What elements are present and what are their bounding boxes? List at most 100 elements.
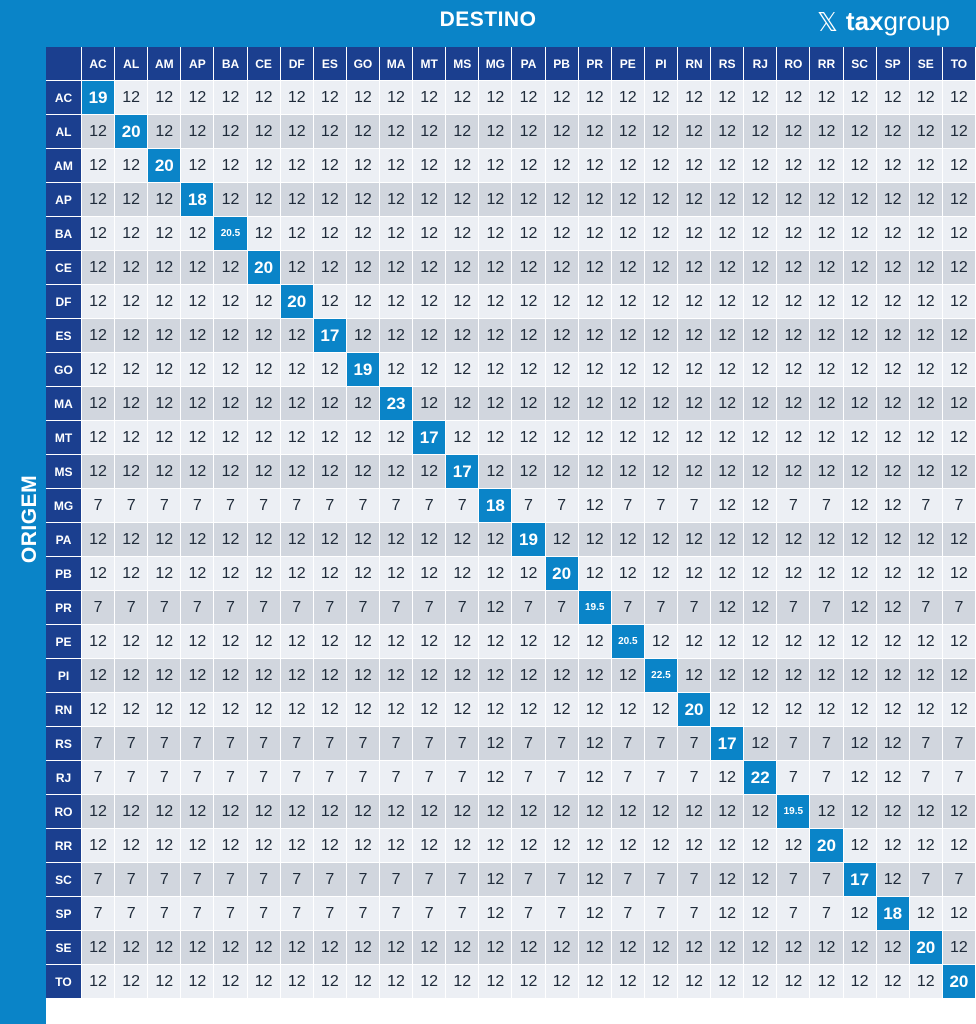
rate-cell-rj-ac: 7 <box>82 761 116 795</box>
rate-cell-ba-pe: 12 <box>611 217 645 251</box>
rate-cell-ms-rn: 12 <box>677 455 712 489</box>
rate-cell-ac-ms: 12 <box>446 81 480 115</box>
rate-cell-ac-pe: 12 <box>611 81 645 115</box>
diagonal-cell-sp-sp: 18 <box>876 897 910 931</box>
diagonal-cell-es-es: 17 <box>313 319 347 353</box>
rate-cell-rn-ba: 12 <box>214 693 248 727</box>
rate-cell-al-ap: 12 <box>181 115 215 149</box>
rate-cell-ce-pi: 12 <box>644 251 678 285</box>
rate-cell-rs-am: 7 <box>148 727 182 761</box>
rate-cell-pi-rn: 12 <box>677 659 712 693</box>
table-row: CE 12 12 12 12 12 20 12 12 12 12 12 12 12 12 12 12 12 12 12… <box>46 251 976 285</box>
rate-cell-rn-rs: 12 <box>711 693 745 727</box>
rate-cell-df-pi: 12 <box>644 285 678 319</box>
rate-cell-pi-ap: 12 <box>181 659 215 693</box>
rate-cell-ms-es: 12 <box>313 455 347 489</box>
rate-cell-ac-rj: 12 <box>744 81 778 115</box>
rate-cell-sc-am: 7 <box>148 863 182 897</box>
rate-cell-rj-mg: 12 <box>479 761 513 795</box>
rate-cell-rs-pa: 7 <box>512 727 546 761</box>
table-row: TO 12 12 12 12 12 12 12 12 12 12 12 12 12 12 12 12 12 12 12… <box>46 965 976 999</box>
column-header-ap: AP <box>181 47 215 81</box>
rate-cell-ms-sc: 12 <box>843 455 877 489</box>
diagonal-cell-go-go: 19 <box>346 353 380 387</box>
rate-cell-ac-rn: 12 <box>677 81 712 115</box>
rate-cell-rn-mg: 12 <box>479 693 513 727</box>
rate-cell-pi-sc: 12 <box>843 659 877 693</box>
rate-cell-ba-df: 12 <box>280 217 314 251</box>
diagonal-cell-rs-rs: 17 <box>711 727 745 761</box>
rate-cell-ma-pa: 12 <box>512 387 546 421</box>
column-header-mg: MG <box>479 47 513 81</box>
rate-cell-ma-es: 12 <box>313 387 347 421</box>
rate-cell-al-ba: 12 <box>214 115 248 149</box>
rate-cell-ap-df: 12 <box>280 183 314 217</box>
rate-cell-se-ba: 12 <box>214 931 248 965</box>
diagonal-cell-mt-mt: 17 <box>413 421 447 455</box>
rate-cell-ba-pi: 12 <box>644 217 678 251</box>
rate-cell-ac-am: 12 <box>148 81 182 115</box>
rate-cell-ac-to: 12 <box>942 81 976 115</box>
rate-cell-to-am: 12 <box>148 965 182 999</box>
rate-cell-es-ap: 12 <box>181 319 215 353</box>
rate-cell-pr-sc: 12 <box>843 591 877 625</box>
rate-cell-ac-pr: 12 <box>578 81 612 115</box>
rate-cell-ms-se: 12 <box>909 455 943 489</box>
rate-cell-rs-pi: 7 <box>644 727 678 761</box>
rate-cell-rj-ms: 7 <box>446 761 480 795</box>
rate-cell-mt-df: 12 <box>280 421 314 455</box>
rate-cell-am-sp: 12 <box>876 149 910 183</box>
rate-cell-go-rs: 12 <box>711 353 745 387</box>
rate-cell-df-go: 12 <box>346 285 380 319</box>
table-row: RR 12 12 12 12 12 12 12 12 12 12 12 12 12 12 12 12 12 12 12… <box>46 829 976 863</box>
rate-cell-es-pe: 12 <box>611 319 645 353</box>
rate-cell-df-ce: 12 <box>247 285 281 319</box>
rate-cell-am-pa: 12 <box>512 149 546 183</box>
rate-cell-pa-pr: 12 <box>578 523 612 557</box>
rate-cell-ms-go: 12 <box>346 455 380 489</box>
rate-cell-to-pe: 12 <box>611 965 645 999</box>
rate-cell-rj-es: 7 <box>313 761 347 795</box>
rate-cell-pb-ac: 12 <box>82 557 116 591</box>
rate-cell-df-pe: 12 <box>611 285 645 319</box>
row-header-pb: PB <box>46 557 82 591</box>
rate-cell-pb-ma: 12 <box>379 557 414 591</box>
rate-cell-pi-sp: 12 <box>876 659 910 693</box>
corner-cell <box>46 47 82 81</box>
rate-cell-rj-to: 7 <box>942 761 976 795</box>
rate-cell-pe-ap: 12 <box>181 625 215 659</box>
rate-cell-pb-go: 12 <box>346 557 380 591</box>
rate-cell-pe-pr: 12 <box>578 625 612 659</box>
rate-cell-mt-es: 12 <box>313 421 347 455</box>
rate-cell-ms-ba: 12 <box>214 455 248 489</box>
rate-cell-to-sp: 12 <box>876 965 910 999</box>
rate-cell-rs-ap: 7 <box>181 727 215 761</box>
rate-cell-pa-ac: 12 <box>82 523 116 557</box>
rate-cell-ce-se: 12 <box>909 251 943 285</box>
rate-cell-se-pe: 12 <box>611 931 645 965</box>
rate-cell-al-ce: 12 <box>247 115 281 149</box>
rate-cell-mt-sp: 12 <box>876 421 910 455</box>
rate-cell-am-sc: 12 <box>843 149 877 183</box>
column-header-ce: CE <box>247 47 281 81</box>
rate-cell-pi-to: 12 <box>942 659 976 693</box>
rate-cell-ap-ro: 12 <box>777 183 811 217</box>
rate-cell-pa-al: 12 <box>115 523 149 557</box>
rate-cell-rs-ro: 7 <box>777 727 811 761</box>
rate-cell-sc-go: 7 <box>346 863 380 897</box>
rate-cell-pb-rs: 12 <box>711 557 745 591</box>
rate-cell-al-pb: 12 <box>545 115 579 149</box>
diagonal-cell-ro-ro: 19.5 <box>777 795 811 829</box>
rate-cell-rj-rs: 12 <box>711 761 745 795</box>
rate-cell-am-se: 12 <box>909 149 943 183</box>
rate-cell-ma-sp: 12 <box>876 387 910 421</box>
rate-cell-mg-ba: 7 <box>214 489 248 523</box>
rate-cell-ms-ac: 12 <box>82 455 116 489</box>
rate-cell-rs-ac: 7 <box>82 727 116 761</box>
rate-cell-ba-pb: 12 <box>545 217 579 251</box>
rate-cell-sp-mt: 7 <box>413 897 447 931</box>
rate-cell-ce-pr: 12 <box>578 251 612 285</box>
rate-cell-pb-mt: 12 <box>413 557 447 591</box>
taxgroup-logo[interactable]: 𝕏 taxgroup <box>817 6 950 37</box>
rate-cell-rr-ac: 12 <box>82 829 116 863</box>
